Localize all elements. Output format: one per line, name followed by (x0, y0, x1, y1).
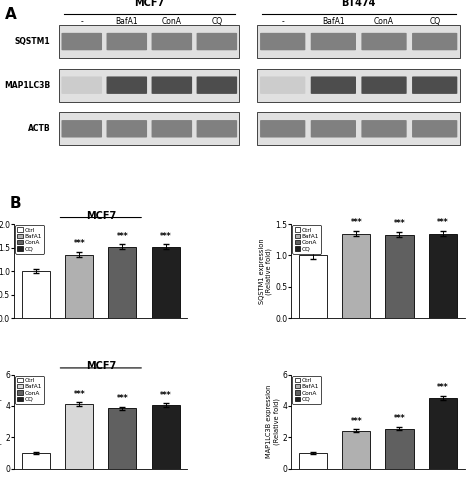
Bar (22, 453, 50, 469)
FancyBboxPatch shape (107, 33, 147, 50)
Text: ***: *** (73, 390, 85, 398)
FancyBboxPatch shape (311, 33, 356, 50)
Text: ***: *** (394, 219, 405, 228)
Text: -: - (282, 17, 284, 27)
Y-axis label: MAP1LC3B expression
(Relative fold): MAP1LC3B expression (Relative fold) (266, 385, 280, 458)
FancyBboxPatch shape (197, 33, 237, 50)
Legend: Ctrl, BafA1, ConA, CQ: Ctrl, BafA1, ConA, CQ (292, 376, 321, 404)
Text: B: B (9, 196, 21, 211)
FancyBboxPatch shape (412, 76, 457, 94)
Text: BafA1: BafA1 (322, 17, 345, 27)
FancyBboxPatch shape (412, 33, 457, 50)
Bar (109, 408, 137, 469)
Bar (22, 271, 50, 318)
Bar (59, 112, 239, 145)
FancyBboxPatch shape (260, 76, 305, 94)
Bar (342, 233, 370, 318)
FancyBboxPatch shape (152, 33, 192, 50)
Text: ACTB: ACTB (27, 124, 50, 133)
Legend: Ctrl, BafA1, ConA, CQ: Ctrl, BafA1, ConA, CQ (15, 376, 44, 404)
Bar (299, 256, 327, 318)
FancyBboxPatch shape (62, 120, 102, 138)
Legend: Ctrl, BafA1, ConA, CQ: Ctrl, BafA1, ConA, CQ (292, 225, 321, 254)
Bar (257, 25, 460, 58)
Bar (257, 69, 460, 102)
FancyBboxPatch shape (361, 120, 407, 138)
FancyBboxPatch shape (152, 120, 192, 138)
Text: ConA: ConA (374, 17, 394, 27)
Bar (152, 405, 180, 469)
Bar (152, 247, 180, 318)
Y-axis label: SQSTM1 expression
(Relative fold): SQSTM1 expression (Relative fold) (259, 238, 272, 304)
Title: MCF7: MCF7 (86, 211, 116, 221)
Text: ***: *** (351, 416, 362, 426)
Text: ***: *** (73, 239, 85, 248)
Title: MCF7: MCF7 (86, 361, 116, 371)
Text: ***: *** (160, 231, 171, 241)
FancyBboxPatch shape (197, 76, 237, 94)
Bar (428, 233, 456, 318)
Text: BT474: BT474 (341, 0, 376, 9)
Bar (257, 112, 460, 145)
FancyBboxPatch shape (311, 120, 356, 138)
FancyBboxPatch shape (361, 33, 407, 50)
FancyBboxPatch shape (62, 33, 102, 50)
Text: CQ: CQ (429, 17, 440, 27)
Text: ***: *** (117, 394, 128, 403)
Bar (65, 255, 93, 318)
FancyBboxPatch shape (197, 120, 237, 138)
Text: -: - (81, 17, 83, 27)
Text: ***: *** (437, 384, 448, 392)
Text: ***: *** (160, 391, 171, 400)
FancyBboxPatch shape (311, 76, 356, 94)
Bar (109, 247, 137, 318)
Legend: Ctrl, BafA1, ConA, CQ: Ctrl, BafA1, ConA, CQ (15, 225, 44, 254)
FancyBboxPatch shape (62, 76, 102, 94)
Bar (385, 235, 413, 318)
Bar (65, 404, 93, 469)
Text: ***: *** (437, 218, 448, 227)
Text: ***: *** (394, 414, 405, 423)
Text: ***: *** (117, 231, 128, 241)
FancyBboxPatch shape (260, 33, 305, 50)
Bar (59, 69, 239, 102)
Text: A: A (5, 7, 17, 22)
FancyBboxPatch shape (260, 120, 305, 138)
Text: SQSTM1: SQSTM1 (15, 37, 50, 46)
Bar (342, 431, 370, 469)
FancyBboxPatch shape (107, 76, 147, 94)
Bar (59, 25, 239, 58)
Text: ConA: ConA (162, 17, 182, 27)
Text: CQ: CQ (211, 17, 222, 27)
Text: BafA1: BafA1 (116, 17, 138, 27)
Bar (385, 428, 413, 469)
FancyBboxPatch shape (152, 76, 192, 94)
Text: MAP1LC3B: MAP1LC3B (4, 81, 50, 90)
Y-axis label: MAP1LC3B expression
(Relative fold): MAP1LC3B expression (Relative fold) (0, 385, 2, 458)
Text: ***: *** (351, 218, 362, 227)
FancyBboxPatch shape (412, 120, 457, 138)
Bar (428, 398, 456, 469)
Text: MCF7: MCF7 (134, 0, 164, 9)
FancyBboxPatch shape (107, 120, 147, 138)
FancyBboxPatch shape (361, 76, 407, 94)
Bar (299, 453, 327, 469)
